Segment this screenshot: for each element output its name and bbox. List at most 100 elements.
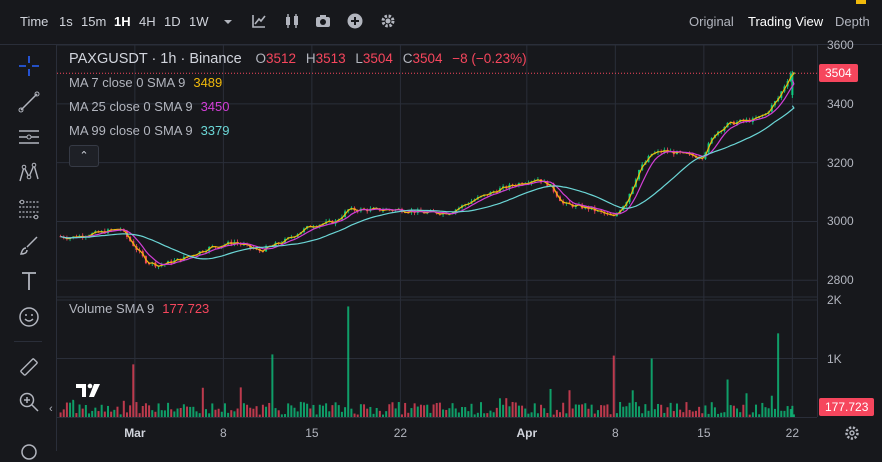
volume-bar bbox=[423, 405, 426, 417]
volume-bar bbox=[151, 410, 154, 417]
volume-bar bbox=[432, 404, 435, 417]
moving-averages bbox=[60, 72, 795, 267]
volume-bar bbox=[631, 390, 634, 417]
volume-bar bbox=[732, 405, 735, 417]
candle-style-icon[interactable] bbox=[283, 12, 301, 30]
volume-legend[interactable]: Volume SMA 9 177.723 bbox=[69, 301, 209, 316]
volume-bar bbox=[132, 364, 135, 417]
ma99-value: 3379 bbox=[200, 123, 230, 138]
volume-bar bbox=[163, 410, 166, 417]
tab-original[interactable]: Original bbox=[689, 14, 734, 29]
interval-4h[interactable]: 4H bbox=[139, 14, 156, 29]
chevron-down-icon[interactable] bbox=[219, 12, 237, 30]
text-icon[interactable] bbox=[17, 269, 41, 293]
volume-bar bbox=[160, 410, 163, 417]
crosshair-icon[interactable] bbox=[17, 54, 41, 78]
volume-bar bbox=[201, 387, 204, 417]
volume-bar bbox=[353, 413, 356, 417]
volume-bar bbox=[91, 410, 94, 417]
camera-icon[interactable] bbox=[314, 12, 332, 30]
tradingview-logo[interactable] bbox=[70, 375, 106, 405]
price-axis[interactable]: 3600 3400 3200 3000 2800 3504 2K 1K 177.… bbox=[817, 38, 882, 417]
brush-icon[interactable] bbox=[17, 234, 41, 258]
volume-bar bbox=[704, 405, 707, 417]
candle-body bbox=[59, 236, 62, 238]
volume-bar bbox=[274, 408, 277, 417]
volume-bar bbox=[413, 403, 416, 417]
interval-1h[interactable]: 1H bbox=[114, 14, 131, 29]
volume-bar bbox=[574, 404, 577, 417]
expand-toolbar-chevron[interactable]: ‹ bbox=[49, 403, 53, 415]
volume-tick: 2K bbox=[827, 293, 842, 307]
indicators-icon[interactable] bbox=[250, 12, 268, 30]
volume-bar bbox=[78, 404, 81, 417]
ruler-icon[interactable] bbox=[17, 355, 41, 379]
volume-bar bbox=[309, 408, 312, 417]
magnet-icon[interactable] bbox=[17, 438, 41, 462]
volume-bar bbox=[625, 406, 628, 417]
ma7-legend[interactable]: MA 7 close 0 SMA 9 3489 bbox=[69, 75, 222, 90]
volume-bar bbox=[110, 411, 113, 417]
interval-15m[interactable]: 15m bbox=[81, 14, 107, 29]
candle-body bbox=[791, 73, 794, 95]
volume-bar bbox=[619, 401, 622, 417]
volume-bar bbox=[682, 412, 685, 417]
volume-bar bbox=[464, 407, 467, 417]
volume-bar bbox=[280, 414, 283, 417]
volume-bar bbox=[214, 409, 217, 417]
low-value: 3504 bbox=[362, 51, 393, 66]
volume-bar bbox=[277, 410, 280, 417]
time-axis[interactable]: Mar 8 15 22 Apr 8 15 22 bbox=[57, 417, 817, 452]
volume-bar bbox=[318, 404, 321, 417]
volume-bar bbox=[211, 403, 214, 417]
high-value: 3513 bbox=[315, 51, 346, 66]
tab-trading-view[interactable]: Trading View bbox=[748, 14, 824, 29]
volume-bar bbox=[603, 405, 606, 417]
tab-depth[interactable]: Depth bbox=[835, 14, 870, 29]
drawing-toolbar: ‹ bbox=[0, 45, 57, 460]
ma25-legend[interactable]: MA 25 close 0 SMA 9 3450 bbox=[69, 99, 230, 114]
volume-bar bbox=[675, 403, 678, 417]
volume-bar bbox=[568, 390, 571, 417]
volume-bar bbox=[666, 407, 669, 417]
interval-1w[interactable]: 1W bbox=[189, 14, 209, 29]
chart-settings-gear-icon[interactable] bbox=[843, 424, 861, 442]
volume-bar bbox=[565, 413, 568, 417]
open-label: O bbox=[255, 51, 267, 66]
time-tick: 8 bbox=[611, 426, 619, 440]
volume-bar bbox=[154, 411, 157, 417]
time-tick-apr: Apr bbox=[516, 426, 538, 440]
plus-circle-icon[interactable] bbox=[346, 12, 364, 30]
volume-bar bbox=[81, 408, 84, 417]
collapse-legend-button[interactable]: ⌃ bbox=[69, 145, 99, 167]
volume-bar bbox=[340, 411, 343, 417]
volume-bar bbox=[400, 414, 403, 417]
price-chart[interactable] bbox=[57, 45, 817, 417]
volume-bar bbox=[549, 388, 552, 417]
volume-bar bbox=[138, 413, 141, 417]
pattern-icon[interactable] bbox=[17, 161, 41, 185]
volume-bar bbox=[186, 406, 189, 417]
volume-bar bbox=[461, 406, 464, 417]
volume-bar bbox=[366, 408, 369, 417]
volume-bar bbox=[113, 409, 116, 417]
gear-icon[interactable] bbox=[379, 12, 397, 30]
fib-lines-icon[interactable] bbox=[17, 197, 41, 221]
volume-bar bbox=[426, 404, 429, 417]
volume-bar bbox=[233, 411, 236, 417]
horizontal-lines-icon[interactable] bbox=[17, 125, 41, 149]
volume-bar bbox=[555, 409, 558, 417]
volume-bar bbox=[657, 403, 660, 417]
ma25-label: MA 25 close 0 SMA 9 bbox=[69, 99, 193, 114]
volume-bar bbox=[157, 403, 160, 417]
trend-line-icon[interactable] bbox=[17, 90, 41, 114]
emoji-icon[interactable] bbox=[17, 305, 41, 329]
ma99-legend[interactable]: MA 99 close 0 SMA 9 3379 bbox=[69, 123, 230, 138]
top-toolbar: Time 1s 15m 1H 4H 1D 1W Original Trading… bbox=[0, 0, 882, 45]
price-tick: 3000 bbox=[827, 214, 854, 229]
volume-bar bbox=[306, 403, 309, 417]
volume-bar bbox=[792, 414, 795, 417]
interval-1s[interactable]: 1s bbox=[59, 14, 73, 29]
interval-1d[interactable]: 1D bbox=[164, 14, 181, 29]
zoom-in-icon[interactable] bbox=[17, 390, 41, 414]
